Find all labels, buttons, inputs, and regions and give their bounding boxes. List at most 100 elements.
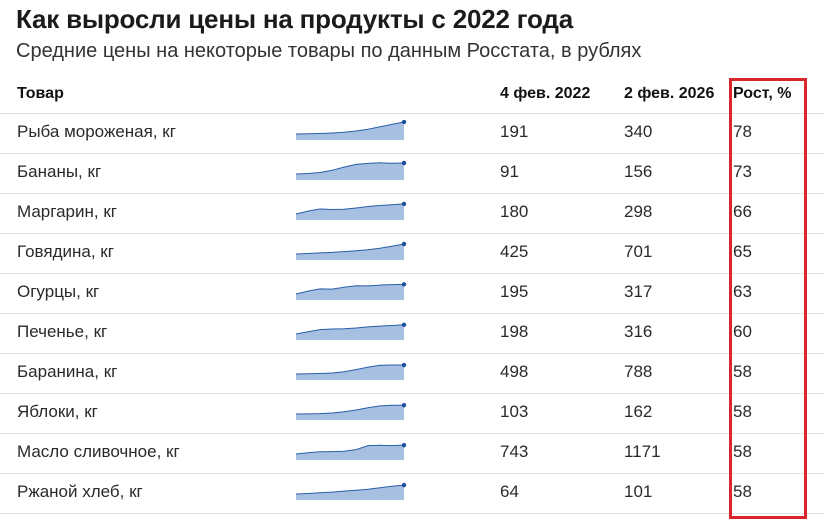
growth-percent: 78 (733, 122, 752, 141)
price-2026: 162 (624, 402, 653, 421)
row-divider (0, 273, 824, 274)
sparkline-line (296, 404, 405, 415)
sparkline-end-point (401, 402, 407, 408)
sparkline-area (296, 122, 404, 140)
row-divider (0, 513, 824, 514)
sparkline (296, 282, 407, 300)
sparkline-end-point (401, 482, 407, 488)
growth-percent: 58 (733, 442, 752, 461)
sparkline-line (296, 243, 405, 255)
growth-percent: 60 (733, 322, 752, 341)
table-row: Огурцы, кг 195 317 63 (0, 274, 824, 314)
price-2022: 64 (500, 482, 519, 501)
row-divider (0, 393, 824, 394)
sparkline-end-point (401, 201, 407, 207)
sparkline (296, 482, 407, 500)
sparkline (296, 362, 407, 380)
price-2022: 195 (500, 282, 529, 301)
row-divider (0, 233, 824, 234)
table-row: Ржаной хлеб, кг 64 101 58 (0, 474, 824, 514)
sparkline-line (296, 364, 404, 375)
sparkline-end-point (401, 241, 407, 247)
price-2026: 1171 (624, 442, 661, 461)
table-row: Маргарин, кг 180 298 66 (0, 194, 824, 234)
growth-percent: 58 (733, 482, 752, 501)
table-row: Говядина, кг 425 701 65 (0, 234, 824, 274)
table-row: Печенье, кг 198 316 60 (0, 314, 824, 354)
table-row: Яблоки, кг 103 162 58 (0, 394, 824, 434)
price-2022: 103 (500, 402, 529, 421)
sparkline-line (296, 121, 405, 135)
sparkline-line (296, 324, 405, 335)
price-2026: 701 (624, 242, 653, 261)
growth-percent: 58 (733, 362, 752, 381)
product-name: Маргарин, кг (17, 202, 117, 221)
chart-subtitle: Средние цены на некоторые товары по данн… (16, 40, 642, 62)
sparkline-line (296, 283, 405, 295)
column-header-date-2022: 4 фев. 2022 (500, 85, 591, 102)
sparkline-area (296, 405, 404, 420)
product-name: Печенье, кг (17, 322, 108, 341)
growth-percent: 65 (733, 242, 752, 261)
product-name: Масло сливочное, кг (17, 442, 180, 461)
price-2022: 198 (500, 322, 529, 341)
sparkline-area (296, 162, 404, 180)
sparkline-area (296, 445, 404, 460)
table-row: Бананы, кг 91 156 73 (0, 154, 824, 194)
row-divider (0, 433, 824, 434)
sparkline-area (296, 365, 404, 380)
price-2026: 316 (624, 322, 653, 341)
table-row: Масло сливочное, кг 743 1171 58 (0, 434, 824, 474)
row-divider (0, 193, 824, 194)
price-2026: 340 (624, 122, 653, 141)
column-header-growth: Рост, % (733, 85, 792, 102)
sparkline-end-point (401, 282, 407, 287)
sparkline-area (296, 485, 404, 500)
growth-percent: 66 (733, 202, 752, 221)
price-2026: 156 (624, 162, 653, 181)
sparkline (296, 120, 407, 140)
sparkline (296, 241, 407, 260)
sparkline-line (296, 162, 405, 175)
sparkline-end-point (401, 322, 407, 328)
sparkline-end-point (401, 120, 407, 125)
sparkline-area (296, 203, 404, 220)
sparkline-line (296, 203, 405, 215)
growth-percent: 63 (733, 282, 752, 301)
sparkline (296, 160, 407, 180)
price-2026: 298 (624, 202, 653, 221)
product-name: Яблоки, кг (17, 402, 98, 421)
sparkline-end-point (401, 362, 407, 368)
column-header-date-2026: 2 фев. 2026 (624, 85, 715, 102)
product-name: Бананы, кг (17, 162, 102, 181)
sparkline (296, 402, 407, 420)
row-divider (0, 473, 824, 474)
price-2022: 498 (500, 362, 529, 381)
sparkline-area (296, 324, 404, 340)
product-name: Рыба мороженая, кг (17, 122, 176, 141)
row-divider (0, 353, 824, 354)
row-divider (0, 153, 824, 154)
growth-percent: 58 (733, 402, 752, 421)
price-2026: 101 (624, 482, 653, 501)
product-name: Баранина, кг (17, 362, 118, 381)
growth-column-highlight (729, 78, 807, 519)
price-2022: 191 (500, 122, 529, 141)
product-name: Ржаной хлеб, кг (17, 482, 143, 501)
header-divider (0, 113, 824, 114)
sparkline-area (296, 284, 404, 300)
price-2022: 743 (500, 442, 529, 461)
price-2022: 180 (500, 202, 529, 221)
sparkline-end-point (401, 160, 407, 166)
price-2022: 425 (500, 242, 529, 261)
product-name: Говядина, кг (17, 242, 114, 261)
sparkline-end-point (401, 442, 407, 448)
price-2026: 788 (624, 362, 653, 381)
sparkline (296, 201, 407, 220)
sparkline-line (296, 444, 405, 455)
chart-title: Как выросли цены на продукты с 2022 года (16, 4, 573, 34)
price-2026: 317 (624, 282, 653, 301)
sparkline-line (296, 484, 405, 495)
row-divider (0, 313, 824, 314)
column-header-product: Товар (17, 85, 64, 102)
